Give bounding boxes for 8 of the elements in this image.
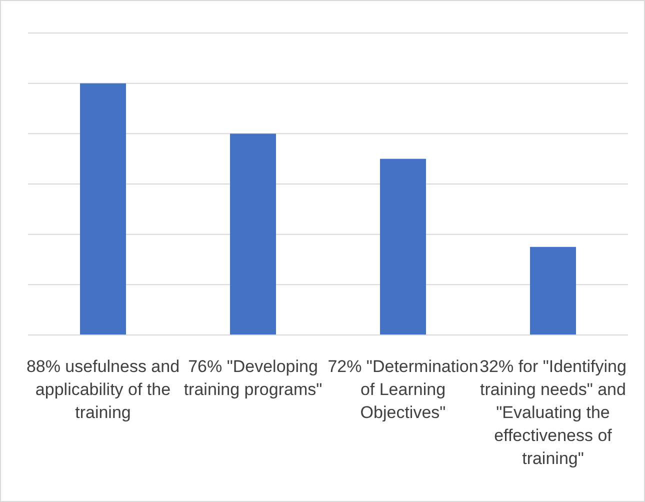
bar — [80, 83, 126, 335]
x-tick-label: 88% usefulness and applicability of the training — [26, 357, 180, 422]
bar — [380, 158, 426, 335]
x-tick-label: 32% for "Identifying training needs" and "Evaluating the effectiveness of training" — [480, 357, 626, 468]
bar — [230, 134, 276, 335]
bar — [530, 246, 576, 335]
x-tick-label: 72% "Determination of Learning Objectives" — [328, 357, 478, 422]
x-tick-label: 76% "Developing training programs" — [184, 357, 322, 399]
